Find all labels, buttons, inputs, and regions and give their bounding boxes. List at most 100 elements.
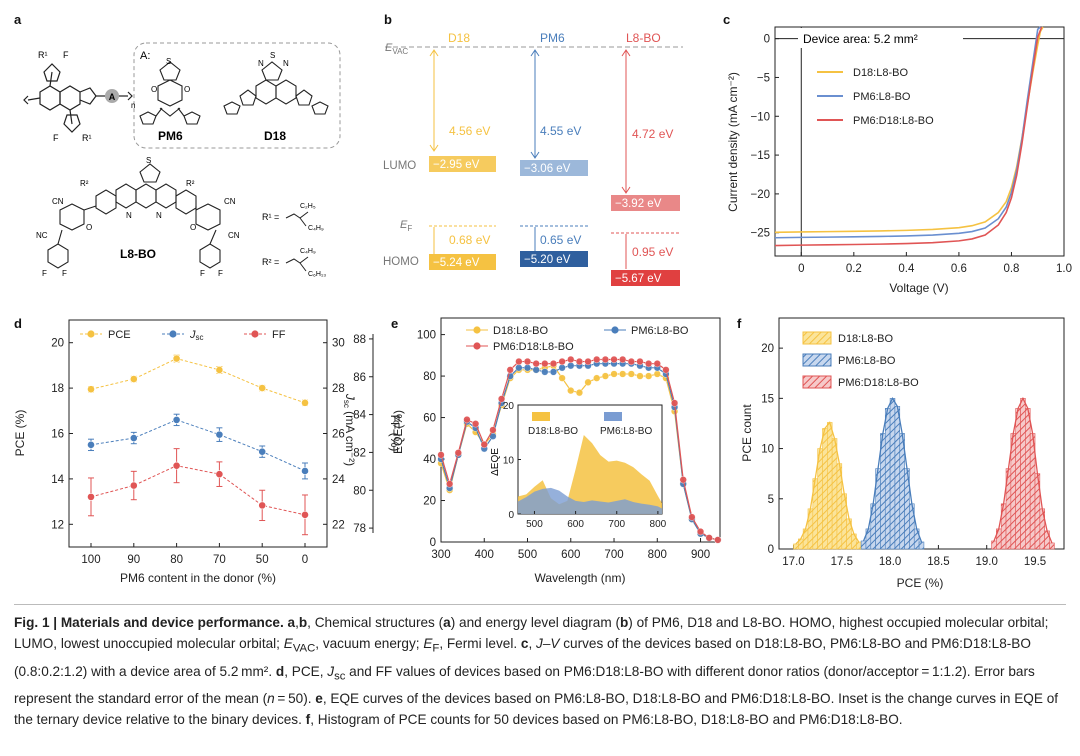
l8bo-gap-top: 4.72 eV [632, 127, 673, 141]
panel-e-xtick-label: 600 [561, 549, 580, 561]
caption-t14: and FF values of devices based on PM6:D1… [14, 663, 1035, 706]
panel-d-frame [68, 319, 328, 548]
panel-d-xtick-label: 100 [81, 554, 100, 566]
panel-d-y1tick-label: 14 [51, 474, 64, 486]
panel-e-inset-legend-swatch [604, 412, 622, 421]
panel-e-legend-label: D18:L8-BO [493, 325, 548, 337]
figure-canvas: a A: A n R¹ F F R¹ [13, 12, 1072, 590]
panel-e-lines [437, 355, 722, 544]
panel-e-point [593, 374, 601, 382]
panel-d-point [172, 415, 181, 424]
panel-e-legend-label: PM6:D18:L8-BO [493, 341, 574, 353]
panel-f-legend-label: PM6:D18:L8-BO [838, 377, 919, 389]
panel-e-point [645, 360, 653, 368]
panel-d-xlabel: PM6 content in the donor (%) [120, 571, 276, 585]
d18-homo-value: −5.24 eV [433, 257, 480, 269]
d18-energy-column: D18 4.56 eV −2.95 eV 0.68 eV −5.24 eV [429, 31, 496, 270]
pm6-gap-arrowheads [530, 49, 540, 159]
caption-t4: , Chemical structures ( [307, 615, 444, 630]
panel-f-legend-swatch [802, 353, 832, 367]
d18-n-left: N [258, 59, 264, 68]
panel-f-fit-curve [993, 396, 1053, 544]
panel-f-label: f [737, 316, 742, 331]
panel-e-point [619, 370, 627, 378]
panel-d-y1tick-label: 20 [51, 338, 64, 350]
panel-f-ytick-label: 5 [768, 494, 774, 506]
d18-gap-arrowheads [429, 49, 439, 152]
panel-c-frame [774, 26, 1065, 257]
panel-e-point [558, 374, 566, 382]
pm6-gap-bottom: 0.65 eV [540, 233, 581, 247]
panel-e-inset-ytick-label: 10 [503, 456, 515, 467]
caption-ef-sub: F [432, 643, 440, 656]
panel-d-point [301, 510, 309, 519]
panel-f-legend-swatch [802, 375, 832, 389]
pm6-lumo-bar [520, 160, 588, 176]
panel-d-series-line [90, 465, 306, 516]
panel-d-point [87, 492, 95, 501]
l8bo-name: L8-BO [120, 247, 156, 261]
panel-d-y3tick-label: 78 [353, 523, 366, 535]
panel-e-point [645, 372, 653, 380]
panel-d-y3tick-label: 82 [353, 447, 366, 459]
repeat-n: n [131, 101, 135, 110]
panel-e-point [532, 360, 540, 368]
panel-d-y1label: PCE (%) [13, 410, 27, 457]
d18-homo-bar [429, 254, 496, 270]
panel-e-point [627, 357, 635, 366]
caption-rule [14, 604, 1066, 605]
d18-name: D18 [264, 129, 286, 143]
panel-e-point [584, 378, 592, 386]
panel-d-xtick-label: 70 [213, 554, 226, 566]
panel-c-ticks: 0 0.2 0.4 0.6 0.8 1.0 0 −5 −10 −15 −20 −25 [750, 34, 1072, 275]
caption-b2: b [619, 615, 629, 630]
caption-d: d [275, 663, 285, 679]
panel-c-xtick-label: 0.2 [846, 263, 862, 275]
panel-f-bar [817, 448, 823, 550]
panel-d-point [87, 440, 95, 449]
panel-f-xtick-label: 18.0 [879, 556, 901, 568]
f-top: F [63, 50, 69, 60]
pm6-name: PM6 [158, 129, 183, 143]
r2-chain-top: C₄H₉ [300, 248, 316, 255]
panel-d-point [129, 481, 138, 490]
panel-e-point [515, 364, 523, 372]
panel-f-xtick-label: 18.5 [927, 556, 949, 568]
panel-d-series-line [90, 358, 306, 404]
f-bottom: F [53, 133, 59, 143]
r2-chain-bottom: C₆H₁₃ [308, 271, 326, 278]
panel-e-point [610, 355, 618, 364]
figure-caption: Fig. 1 | Materials and device performanc… [14, 612, 1066, 730]
caption-t16: , EQE curves of the devices based on PM6… [14, 690, 1059, 728]
panel-a-label: a [14, 12, 22, 27]
panel-e-point [497, 395, 506, 403]
pm6-energy-column: PM6 4.55 eV −3.06 eV 0.65 eV −5.20 eV [520, 31, 588, 267]
d18-unit-structure [223, 61, 329, 115]
pm6-homo-bar [520, 251, 588, 267]
panel-f-ytick-label: 0 [768, 544, 774, 556]
l8bo-s-top: S [146, 156, 151, 165]
panel-c-legend-label: D18:L8-BO [853, 67, 908, 79]
panel-e-point [593, 355, 601, 364]
panel-d-y2tick-label: 30 [332, 338, 345, 350]
panel-d-point [258, 447, 267, 456]
panel-e-point [489, 426, 497, 434]
panel-e-point [696, 528, 705, 536]
panel-f-bar [1049, 542, 1055, 550]
caption-t11: , [528, 636, 537, 652]
panel-a: a A: A n R¹ F F R¹ [14, 12, 341, 278]
panel-e-ytick-label: 0 [430, 537, 436, 549]
l8bo-homo-value: −5.67 eV [615, 273, 662, 285]
panel-f-fit-curve [795, 421, 860, 545]
l8bo-f-1: F [42, 269, 47, 278]
panel-e-legend: D18:L8-BO PM6:L8-BO PM6:D18:L8-BO [466, 325, 689, 353]
caption-jsc-sub: sc [334, 670, 346, 683]
panel-e-ytick-label: 60 [423, 413, 436, 425]
caption-a2: a [443, 615, 451, 630]
panel-e-frame [440, 317, 721, 543]
panel-d-point [172, 354, 181, 363]
caption-t10: , Fermi level. [439, 636, 521, 652]
panel-d-y2tick-label: 22 [332, 519, 345, 531]
